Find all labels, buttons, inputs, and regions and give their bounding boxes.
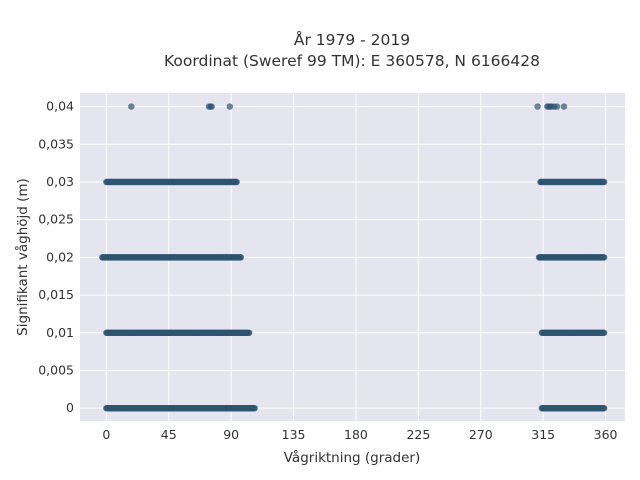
data-point [237,254,245,261]
x-tick-label: 45 [161,427,177,442]
y-tick-label: 0,01 [46,325,74,340]
x-tick-label: 90 [223,427,239,442]
grid-lines [80,93,625,421]
data-point [560,103,568,110]
y-tick-label: 0,04 [46,99,74,114]
chart-title-line2: Koordinat (Sweref 99 TM): E 360578, N 61… [164,52,540,70]
x-tick-label: 270 [469,427,493,442]
y-tick-label: 0,025 [38,212,74,227]
data-point [246,329,253,336]
x-axis-ticks: 0 45 90 135 180 225 270 315 360 [102,427,617,442]
x-tick-label: 360 [594,427,618,442]
data-point [601,254,608,261]
data-point [601,329,608,336]
x-tick-label: 315 [531,427,555,442]
y-tick-label: 0,02 [46,249,74,264]
y-tick-label: 0,005 [38,362,74,377]
data-point [601,404,608,412]
data-point [128,103,135,110]
y-tick-label: 0,015 [38,287,74,302]
data-point [208,103,215,110]
data-point [553,103,561,110]
x-tick-label: 225 [406,427,430,442]
y-axis-label: Signifikant våghöjd (m) [14,178,31,336]
data-points [99,103,608,412]
y-tick-label: 0,035 [38,136,74,151]
data-point [601,178,608,186]
y-tick-label: 0 [66,400,74,415]
data-point [226,103,233,110]
x-axis-label: Vågriktning (grader) [284,449,421,466]
y-axis-ticks: 0 0,005 0,01 0,015 0,02 0,025 0,03 0,035 0,04 [38,99,74,416]
x-tick-label: 135 [282,427,306,442]
x-tick-label: 180 [344,427,368,442]
data-point [251,404,258,412]
data-point [233,178,240,186]
chart-title-line1: År 1979 - 2019 [294,30,410,49]
x-tick-label: 0 [102,427,110,442]
data-point [534,103,541,110]
y-tick-label: 0,03 [46,174,74,189]
